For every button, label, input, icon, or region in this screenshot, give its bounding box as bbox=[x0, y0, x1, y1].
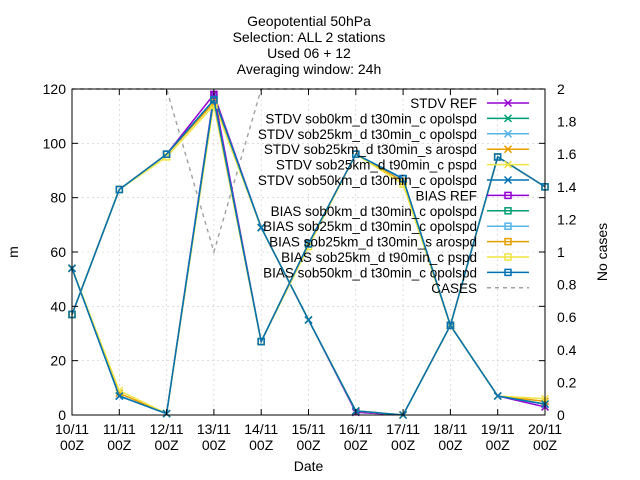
x-tick-sublabel: 00Z bbox=[249, 437, 274, 453]
legend-marker bbox=[503, 129, 513, 138]
data-point bbox=[304, 315, 313, 324]
y-axis: 0 20 40 60 80 100 120 bbox=[43, 81, 545, 423]
y2-tick-label: 0.2 bbox=[557, 374, 577, 390]
y-tick-label: 100 bbox=[43, 135, 67, 151]
y2-tick-label: 1.2 bbox=[557, 211, 577, 227]
y-tick-label: 80 bbox=[50, 190, 66, 206]
legend-label: STDV REF bbox=[410, 96, 477, 111]
y2-tick-label: 1.6 bbox=[557, 146, 577, 162]
y2-axis: 0 0.2 0.4 0.6 0.8 1 1.2 1.4 1.6 1.8 2 bbox=[557, 81, 577, 423]
legend-label: STDV sob0km_d t30min_c opolspd bbox=[265, 111, 477, 126]
legend-label: BIAS sob25km_d t30min_s arospd bbox=[269, 235, 477, 250]
y2-tick-label: 1 bbox=[557, 244, 565, 260]
legend-marker bbox=[503, 98, 513, 108]
legend-label: STDV sob25km_d t30min_c opolspd bbox=[258, 127, 477, 142]
data-point bbox=[446, 321, 455, 330]
x-tick-label: 16/11 bbox=[339, 421, 373, 437]
x-tick-label: 15/11 bbox=[292, 421, 326, 437]
legend-marker bbox=[503, 114, 513, 123]
y2-tick-label: 1.4 bbox=[557, 179, 577, 195]
data-point bbox=[257, 337, 265, 346]
x-tick-label: 14/11 bbox=[244, 421, 278, 437]
title-line: Used 06 + 12 bbox=[267, 45, 351, 61]
series-line bbox=[71, 98, 546, 344]
x-tick-sublabel: 00Z bbox=[344, 437, 369, 453]
y-tick-label: 120 bbox=[43, 81, 67, 97]
legend-marker bbox=[504, 237, 512, 246]
x-tick-sublabel: 00Z bbox=[533, 437, 558, 453]
x-tick-label: 17/11 bbox=[386, 421, 420, 437]
data-point bbox=[493, 153, 502, 161]
legend-marker bbox=[503, 175, 513, 185]
legend-marker bbox=[504, 268, 512, 277]
x-tick-sublabel: 00Z bbox=[296, 437, 321, 453]
legend-label: STDV sob50km_d t30min_c opolspd bbox=[258, 173, 477, 188]
legend-label: BIAS sob50km_d t30min_c opolspd bbox=[263, 265, 477, 280]
legend-marker bbox=[504, 253, 512, 261]
data-point bbox=[115, 185, 124, 194]
legend-label: BIAS sob25km_d t30min_c opolspd bbox=[263, 219, 477, 234]
data-point bbox=[493, 391, 502, 401]
data-point bbox=[399, 174, 407, 183]
legend-marker bbox=[504, 191, 512, 200]
legend-marker bbox=[504, 207, 512, 215]
x-tick-sublabel: 00Z bbox=[391, 437, 416, 453]
legend-marker bbox=[503, 145, 513, 154]
legend-label: BIAS sob25km_d t90min_c pspd bbox=[281, 250, 477, 265]
legend-label: CASES bbox=[431, 281, 477, 296]
x-tick-label: 11/11 bbox=[103, 421, 136, 437]
data-point bbox=[162, 150, 171, 158]
x-tick-sublabel: 00Z bbox=[486, 437, 511, 453]
y-axis-label: m bbox=[5, 246, 21, 258]
y2-tick-label: 0 bbox=[557, 407, 565, 423]
legend-marker bbox=[504, 222, 512, 230]
data-point bbox=[210, 96, 218, 104]
x-axis: 10/1100Z11/1100Z12/1100Z13/1100Z14/1100Z… bbox=[55, 89, 562, 453]
x-tick-sublabel: 00Z bbox=[155, 437, 180, 453]
y2-tick-label: 0.6 bbox=[557, 309, 577, 325]
x-tick-sublabel: 00Z bbox=[60, 437, 85, 453]
title-line: Selection: ALL 2 stations bbox=[233, 29, 386, 45]
title-line: Geopotential 50hPa bbox=[247, 13, 371, 29]
data-point bbox=[304, 240, 313, 248]
legend-label: STDV sob25km_d t30min_s arospd bbox=[264, 142, 477, 157]
y-tick-label: 0 bbox=[58, 407, 66, 423]
x-tick-sublabel: 00Z bbox=[438, 437, 463, 453]
y2-tick-label: 2 bbox=[557, 81, 565, 97]
x-tick-label: 20/11 bbox=[528, 421, 562, 437]
title-line: Averaging window: 24h bbox=[237, 61, 382, 77]
x-tick-label: 13/11 bbox=[197, 421, 231, 437]
x-tick-label: 18/11 bbox=[433, 421, 467, 437]
legend-label: BIAS sob0km_d t30min_c opolspd bbox=[271, 204, 477, 219]
data-point bbox=[115, 391, 124, 401]
legend-label: BIAS REF bbox=[415, 188, 477, 203]
y-tick-label: 20 bbox=[50, 353, 66, 369]
x-axis-label: Date bbox=[294, 458, 324, 474]
legend-label: STDV sob25km_d t90min_c pspd bbox=[276, 158, 477, 173]
y-tick-label: 60 bbox=[50, 244, 66, 260]
x-tick-sublabel: 00Z bbox=[202, 437, 227, 453]
y-tick-label: 40 bbox=[50, 298, 66, 314]
legend-marker bbox=[503, 160, 513, 169]
x-tick-label: 19/11 bbox=[481, 421, 515, 437]
y2-tick-label: 1.8 bbox=[557, 114, 577, 130]
y2-axis-label: No cases bbox=[594, 223, 610, 281]
x-tick-label: 12/11 bbox=[150, 421, 184, 437]
x-tick-sublabel: 00Z bbox=[107, 437, 132, 453]
y2-tick-label: 0.8 bbox=[557, 277, 577, 293]
y2-tick-label: 0.4 bbox=[557, 342, 577, 358]
data-point bbox=[352, 150, 360, 158]
x-tick-label: 10/11 bbox=[55, 421, 89, 437]
data-point bbox=[257, 223, 266, 232]
